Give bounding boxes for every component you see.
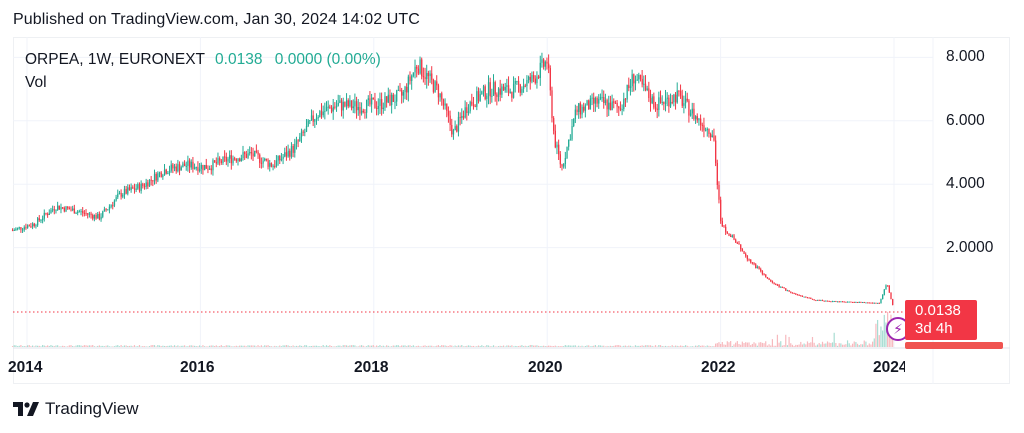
price-axis-tick: 6.000 bbox=[946, 112, 985, 129]
published-caption: Published on TradingView.com, Jan 30, 20… bbox=[13, 11, 420, 28]
time-axis-tick: 2020 bbox=[528, 359, 563, 376]
current-price-value: 0.0138 bbox=[915, 302, 961, 319]
price-axis-tick: 2.0000 bbox=[946, 239, 994, 256]
brand-name: TradingView bbox=[45, 399, 139, 418]
volume-indicator-label[interactable]: Vol bbox=[25, 74, 47, 91]
price-axis-tick: 4.000 bbox=[946, 175, 985, 192]
last-price: 0.0138 bbox=[215, 51, 263, 68]
tradingview-brand[interactable]: TradingView bbox=[13, 399, 139, 419]
volume-price-label bbox=[905, 342, 1003, 349]
price-change: 0.0000 (0.00%) bbox=[274, 51, 381, 68]
time-axis-tick: 2014 bbox=[8, 359, 43, 376]
current-price-label: 0.0138 3d 4h bbox=[905, 300, 977, 340]
chart-frame[interactable] bbox=[13, 37, 1010, 384]
symbol-label: ORPEA, 1W, EURONEXT bbox=[25, 51, 205, 68]
bar-countdown: 3d 4h bbox=[915, 320, 953, 337]
time-axis-tick: 2024 bbox=[873, 359, 905, 376]
tradingview-logo-icon bbox=[13, 402, 39, 416]
chart-grid bbox=[13, 37, 934, 384]
time-axis-tick: 2022 bbox=[701, 359, 736, 376]
price-axis-tick: 8.000 bbox=[946, 48, 985, 65]
volume-bars bbox=[11, 311, 894, 347]
time-axis-tick: 2016 bbox=[180, 359, 215, 376]
chart-legend: ORPEA, 1W, EURONEXT 0.0138 0.0000 (0.00%… bbox=[25, 51, 381, 69]
time-axis-tick: 2018 bbox=[354, 359, 389, 376]
candlesticks bbox=[11, 52, 894, 306]
